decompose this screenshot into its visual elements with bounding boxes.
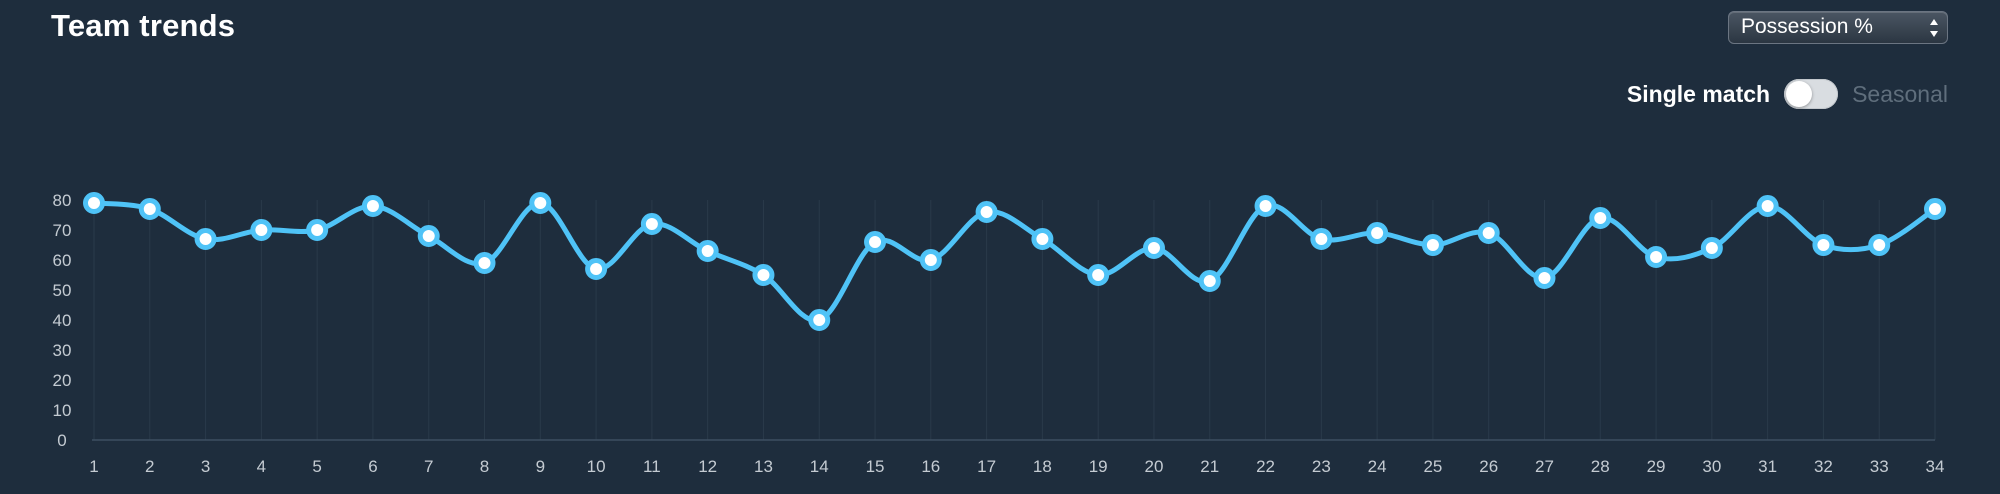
data-point: [1756, 195, 1779, 217]
y-tick-label: 10: [53, 401, 72, 420]
metric-select-value: Possession %: [1741, 15, 1873, 38]
data-point: [1310, 228, 1333, 250]
x-tick-label: 33: [1870, 457, 1889, 476]
y-tick-label: 50: [53, 281, 72, 300]
data-point: [1589, 207, 1612, 229]
toggle-label-seasonal: Seasonal: [1852, 80, 1948, 107]
view-toggle: Single match Seasonal: [1627, 76, 1948, 112]
data-point: [250, 219, 273, 241]
x-tick-label: 1: [89, 457, 98, 476]
data-point: [1087, 264, 1110, 286]
data-point: [1421, 234, 1444, 256]
x-tick-label: 2: [145, 457, 154, 476]
x-tick-label: 25: [1423, 457, 1442, 476]
x-tick-label: 20: [1145, 457, 1164, 476]
data-point: [640, 213, 663, 235]
data-point: [864, 231, 887, 253]
data-point: [529, 192, 552, 214]
x-tick-label: 34: [1926, 457, 1945, 476]
x-tick-label: 32: [1814, 457, 1833, 476]
y-tick-label: 60: [53, 251, 72, 270]
x-tick-label: 14: [810, 457, 829, 476]
x-tick-label: 19: [1089, 457, 1108, 476]
select-arrows-icon: [1930, 19, 1938, 37]
data-point: [585, 258, 608, 280]
switch-knob: [1786, 81, 1813, 107]
data-point: [361, 195, 384, 217]
view-switch[interactable]: [1784, 79, 1839, 109]
x-tick-label: 28: [1591, 457, 1610, 476]
x-tick-label: 15: [866, 457, 885, 476]
x-tick-label: 10: [587, 457, 606, 476]
x-tick-label: 8: [480, 457, 489, 476]
x-tick-label: 21: [1200, 457, 1219, 476]
data-point: [83, 192, 105, 214]
x-tick-label: 27: [1535, 457, 1554, 476]
y-tick-label: 40: [53, 311, 72, 330]
x-tick-label: 29: [1647, 457, 1666, 476]
data-point: [417, 225, 440, 247]
x-tick-label: 22: [1256, 457, 1275, 476]
x-tick-label: 7: [424, 457, 433, 476]
y-tick-label: 80: [53, 191, 72, 210]
x-tick-label: 12: [698, 457, 717, 476]
data-point: [1924, 198, 1946, 220]
x-tick-label: 18: [1033, 457, 1052, 476]
page-title: Team trends: [51, 8, 236, 43]
x-tick-label: 13: [754, 457, 773, 476]
data-point: [1031, 228, 1054, 250]
x-tick-label: 24: [1368, 457, 1387, 476]
x-tick-label: 23: [1312, 457, 1331, 476]
data-point: [752, 264, 775, 286]
x-tick-label: 26: [1479, 457, 1498, 476]
data-point: [808, 309, 831, 331]
data-point: [1812, 234, 1835, 256]
chart-series: [83, 192, 1946, 331]
y-tick-label: 20: [53, 371, 72, 390]
data-point: [138, 198, 161, 220]
x-tick-label: 6: [368, 457, 377, 476]
data-point: [1198, 270, 1221, 292]
data-point: [1533, 267, 1556, 289]
data-point: [1700, 237, 1723, 259]
data-point: [1645, 246, 1668, 268]
x-tick-label: 31: [1758, 457, 1777, 476]
x-tick-label: 3: [201, 457, 210, 476]
x-tick-label: 16: [921, 457, 940, 476]
x-tick-label: 30: [1702, 457, 1721, 476]
metric-select[interactable]: Possession %: [1728, 11, 1948, 44]
y-tick-label: 70: [53, 221, 72, 240]
data-point: [1477, 222, 1500, 244]
data-point: [1366, 222, 1389, 244]
data-point: [1142, 237, 1165, 259]
data-point: [473, 252, 496, 274]
data-point: [919, 249, 942, 271]
y-tick-label: 30: [53, 341, 72, 360]
data-point: [306, 219, 329, 241]
y-tick-label: 0: [57, 431, 66, 450]
data-point: [975, 201, 998, 223]
x-tick-label: 4: [257, 457, 266, 476]
x-tick-label: 17: [977, 457, 996, 476]
data-point: [1254, 195, 1277, 217]
x-tick-label: 11: [643, 457, 661, 476]
x-tick-label: 5: [312, 457, 321, 476]
toggle-label-single-match: Single match: [1626, 80, 1771, 107]
data-point: [696, 240, 719, 262]
chart-grid: [93, 200, 1936, 440]
data-point: [194, 228, 217, 250]
data-point: [1868, 234, 1891, 256]
x-tick-label: 9: [536, 457, 545, 476]
